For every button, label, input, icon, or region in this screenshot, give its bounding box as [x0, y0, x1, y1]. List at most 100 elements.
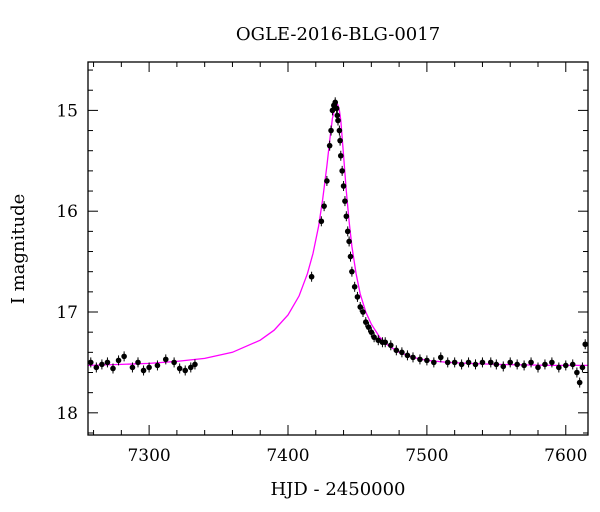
data-point — [507, 359, 514, 366]
x-tick-label: 7400 — [266, 446, 309, 466]
chart-title: OGLE-2016-BLG-0017 — [236, 24, 440, 45]
data-point — [451, 359, 458, 366]
data-point — [104, 359, 111, 366]
data-point — [121, 353, 127, 360]
y-tick-label: 16 — [56, 202, 78, 222]
data-point — [574, 369, 580, 376]
data-point — [582, 341, 589, 348]
axis-tick-labels: 7300 7400 7500 7600 15 16 17 18 — [56, 101, 587, 466]
data-point — [375, 337, 382, 344]
data-point — [404, 352, 411, 359]
y-axis-label: I magnitude — [8, 194, 29, 305]
data-point — [437, 354, 444, 361]
data-point — [351, 284, 358, 290]
data-point — [87, 359, 94, 366]
data-point — [176, 365, 183, 372]
data-point — [514, 361, 520, 368]
data-point — [115, 357, 122, 364]
data-point — [535, 364, 541, 371]
data-point — [332, 99, 339, 106]
data-point — [382, 339, 389, 346]
data-point — [528, 359, 534, 366]
data-point — [465, 359, 472, 366]
data-point — [337, 137, 343, 144]
y-tick-label: 18 — [56, 404, 78, 424]
data-point — [556, 364, 562, 371]
data-point — [339, 168, 345, 174]
data-point — [328, 127, 334, 134]
data-point — [579, 364, 586, 371]
data-point — [333, 105, 340, 112]
data-point — [562, 362, 569, 369]
data-point — [187, 364, 194, 371]
x-tick-label: 7600 — [544, 446, 587, 466]
data-point — [360, 309, 366, 315]
data-point — [393, 347, 400, 354]
model-fit-curve — [87, 101, 588, 367]
x-tick-label: 7300 — [127, 446, 170, 466]
data-point — [154, 362, 161, 369]
data-point — [171, 359, 177, 366]
data-point — [458, 361, 465, 368]
data-point — [472, 361, 479, 368]
data-point — [337, 152, 344, 159]
data-point — [362, 319, 369, 325]
data-point — [140, 367, 147, 374]
data-point — [343, 213, 350, 220]
data-point — [431, 359, 437, 366]
data-point — [569, 361, 576, 368]
data-point — [349, 268, 355, 275]
data-point — [347, 253, 354, 260]
data-point — [308, 273, 315, 280]
data-point — [368, 329, 375, 335]
data-point — [334, 112, 341, 119]
data-point — [99, 361, 105, 368]
data-point — [479, 359, 486, 366]
data-point — [340, 183, 347, 189]
data-point — [417, 356, 423, 363]
data-point — [387, 342, 394, 349]
data-point — [500, 363, 507, 370]
plot-frame — [87, 61, 589, 436]
data-point — [357, 304, 364, 310]
data-point — [576, 379, 583, 386]
data-point — [493, 361, 500, 368]
data-point — [135, 359, 141, 366]
data-point — [342, 198, 348, 204]
data-point — [542, 361, 548, 368]
data-point — [336, 127, 343, 134]
y-tick-label: 15 — [56, 101, 78, 121]
x-axis-label: HJD - 2450000 — [270, 479, 405, 500]
data-point — [192, 361, 198, 368]
data-point — [324, 178, 330, 184]
data-point — [321, 203, 327, 209]
data-point — [444, 359, 451, 366]
data-point — [365, 324, 372, 330]
x-tick-label: 7500 — [405, 446, 448, 466]
data-point — [326, 142, 333, 149]
data-point — [129, 364, 136, 371]
data-point — [344, 228, 351, 235]
data-point — [182, 367, 189, 374]
model-curve-layer — [87, 101, 588, 367]
data-point — [318, 218, 325, 225]
data-point — [146, 364, 152, 371]
data-point — [346, 238, 352, 245]
data-point — [549, 359, 555, 366]
data-point — [399, 349, 405, 356]
data-point — [93, 364, 100, 371]
data-point — [487, 359, 494, 366]
y-tick-label: 17 — [56, 303, 78, 323]
data-point — [521, 362, 527, 369]
data-point — [410, 354, 416, 361]
data-points-layer — [87, 97, 589, 388]
data-point — [371, 334, 377, 341]
data-point — [110, 365, 116, 372]
data-point — [162, 356, 169, 363]
data-point — [424, 357, 430, 364]
axis-ticks — [88, 62, 588, 435]
data-point — [335, 117, 341, 124]
data-point — [354, 294, 361, 300]
plot-area — [87, 97, 589, 388]
